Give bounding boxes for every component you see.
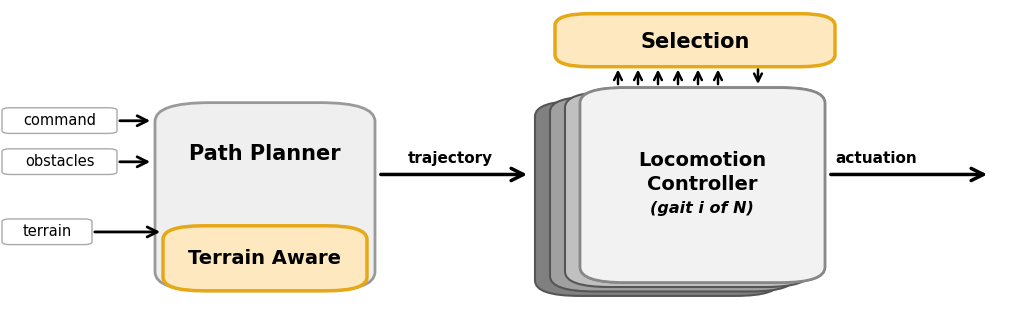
- FancyBboxPatch shape: [580, 87, 825, 282]
- FancyBboxPatch shape: [535, 101, 780, 296]
- Text: Selection: Selection: [640, 32, 750, 52]
- FancyBboxPatch shape: [2, 108, 117, 134]
- FancyBboxPatch shape: [565, 92, 810, 287]
- Text: trajectory: trajectory: [408, 151, 493, 166]
- Text: Controller: Controller: [647, 175, 758, 194]
- Text: (gait i of N): (gait i of N): [650, 201, 754, 216]
- FancyBboxPatch shape: [163, 226, 367, 291]
- FancyBboxPatch shape: [555, 14, 835, 67]
- FancyBboxPatch shape: [155, 103, 375, 291]
- FancyBboxPatch shape: [2, 219, 92, 245]
- Text: command: command: [23, 113, 96, 128]
- Text: Path Planner: Path Planner: [189, 144, 341, 164]
- Text: terrain: terrain: [23, 224, 72, 239]
- FancyBboxPatch shape: [580, 87, 825, 282]
- Text: actuation: actuation: [835, 151, 916, 166]
- Text: Terrain Aware: Terrain Aware: [188, 249, 341, 268]
- FancyBboxPatch shape: [550, 97, 795, 292]
- Text: Locomotion: Locomotion: [638, 151, 766, 170]
- FancyBboxPatch shape: [2, 149, 117, 175]
- Text: obstacles: obstacles: [25, 154, 94, 169]
